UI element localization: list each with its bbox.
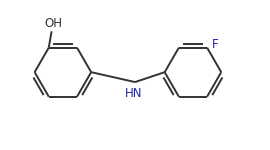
Text: OH: OH: [44, 17, 62, 30]
Text: HN: HN: [125, 87, 142, 100]
Text: F: F: [212, 38, 219, 51]
